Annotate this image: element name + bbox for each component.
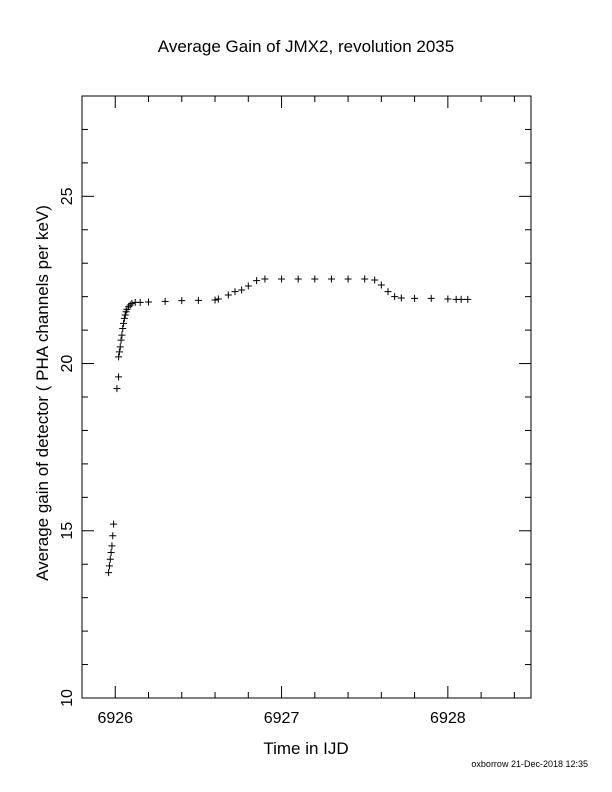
data-point [253, 277, 261, 285]
data-points [105, 275, 472, 577]
data-point [327, 275, 335, 283]
data-point [427, 294, 435, 302]
axis-ticks [81, 95, 531, 699]
data-point [115, 373, 123, 381]
data-point [113, 385, 121, 393]
data-point [126, 301, 134, 309]
data-point [211, 296, 219, 304]
data-point [128, 299, 136, 307]
data-point [377, 281, 385, 289]
data-point [108, 542, 116, 550]
y-tick-label: 10 [59, 689, 76, 707]
data-point [194, 296, 202, 304]
data-point [117, 336, 125, 344]
y-tick-label: 25 [59, 187, 76, 205]
data-point [231, 288, 239, 296]
y-tick-label: 20 [59, 355, 76, 373]
data-point [121, 311, 129, 319]
x-tick-label: 6927 [264, 710, 300, 727]
data-point [107, 549, 115, 557]
data-point [120, 319, 128, 327]
data-point [106, 555, 114, 563]
data-point [344, 275, 352, 283]
data-point [397, 294, 405, 302]
data-point [115, 348, 123, 356]
plot-frame [81, 95, 532, 699]
data-point [224, 291, 232, 299]
data-point [371, 276, 379, 284]
axis-tick-labels: 6926 6927 6928 10 15 20 25 [59, 187, 466, 727]
data-point [214, 295, 222, 303]
data-point [384, 288, 392, 296]
data-point [119, 324, 127, 332]
data-point [311, 275, 319, 283]
data-point [178, 297, 186, 305]
data-point [120, 314, 128, 322]
data-point [457, 295, 465, 303]
data-point [361, 275, 369, 283]
data-point [278, 275, 286, 283]
data-point [391, 293, 399, 301]
data-point [238, 286, 246, 294]
data-point [118, 331, 126, 339]
x-tick-label: 6928 [430, 710, 466, 727]
data-point [464, 295, 472, 303]
data-point [136, 298, 144, 306]
data-point [116, 343, 124, 351]
chart-title: Average Gain of JMX2, revolution 2035 [158, 37, 454, 56]
data-point [145, 298, 153, 306]
data-point [261, 275, 269, 283]
x-tick-label: 6926 [97, 710, 133, 727]
data-point [411, 294, 419, 302]
x-axis-label: Time in IJD [263, 739, 348, 758]
data-point [294, 275, 302, 283]
data-point [115, 353, 123, 361]
data-point [105, 569, 113, 577]
y-axis-label: Average gain of detector ( PHA channels … [33, 205, 52, 581]
footer-note: oxborrow 21-Dec-2018 12:35 [471, 759, 588, 769]
data-point [444, 295, 452, 303]
y-tick-label: 15 [59, 522, 76, 540]
data-point [161, 297, 169, 305]
data-point [105, 562, 113, 570]
data-point [110, 520, 118, 528]
data-point [109, 532, 117, 540]
data-point [244, 282, 252, 290]
data-point [125, 303, 133, 311]
